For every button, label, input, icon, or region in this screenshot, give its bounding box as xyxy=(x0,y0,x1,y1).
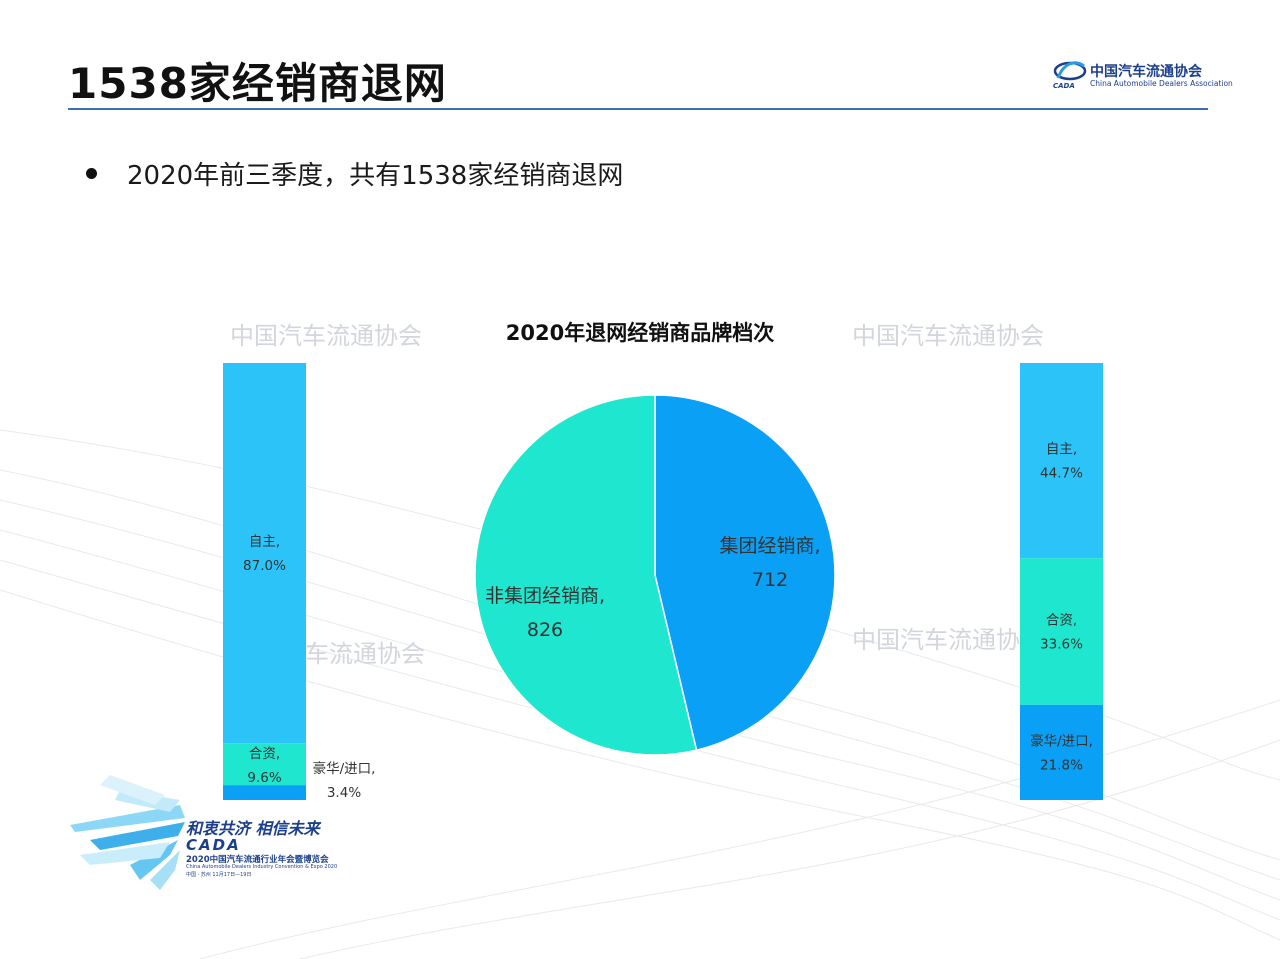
expo-event-name: 2020中国汽车流通行业年会暨博览会 xyxy=(186,855,329,865)
logo-chinese-name: 中国汽车流通协会 xyxy=(1090,64,1202,80)
bar-segment-value: 9.6% xyxy=(247,770,281,786)
pie-chart-title: 2020年退网经销商品牌档次 xyxy=(506,321,774,345)
bar-segment-value: 44.7% xyxy=(1040,466,1083,482)
bullet-point: 2020年前三季度，共有1538家经销商退网 xyxy=(86,155,623,192)
pie-slice-value: 712 xyxy=(752,569,788,591)
bar-segment-value: 3.4% xyxy=(327,785,361,801)
bar-segment-luxury-import[interactable] xyxy=(223,785,306,800)
bullet-dot-icon xyxy=(86,168,97,179)
bullet-text: 2020年前三季度，共有1538家经销商退网 xyxy=(127,161,624,191)
bar-segment-joint-venture[interactable] xyxy=(1020,558,1103,705)
expo-brand: CADA xyxy=(186,836,241,854)
expo-event-date: 中国 · 苏州 11月17日—19日 xyxy=(186,872,252,878)
bar-segment-label: 自主, xyxy=(249,534,280,550)
title-divider xyxy=(68,108,1208,110)
bar-segment-value: 33.6% xyxy=(1040,636,1083,652)
watermark-top-left: 中国汽车流通协会 xyxy=(230,322,422,350)
pie-chart: 集团经销商, 712 非集团经销商, 826 xyxy=(474,394,836,756)
bar-segment-value: 21.8% xyxy=(1040,757,1083,773)
logo-mark-text: CADA xyxy=(1053,82,1075,90)
bar-segment-label: 豪华/进口, xyxy=(1030,733,1093,749)
pie-slice-label: 非集团经销商, xyxy=(485,585,605,607)
bar-segment-label: 合资, xyxy=(1046,612,1077,628)
bar-segment-value: 87.0% xyxy=(243,558,286,574)
cada-logo: CADA 中国汽车流通协会 China Automobile Dealers A… xyxy=(1050,56,1233,92)
bar-segment-label: 自主, xyxy=(1046,442,1077,458)
bar-segment-domestic[interactable] xyxy=(223,363,306,744)
bar-segment-joint-venture[interactable] xyxy=(223,743,306,786)
stacked-bar-group: 自主, 44.7% 合资, 33.6% 豪华/进口, 21.8% xyxy=(1020,363,1103,800)
bar-segment-luxury-import[interactable] xyxy=(1020,704,1103,800)
logo-english-name: China Automobile Dealers Association xyxy=(1090,79,1233,88)
cada-logo-icon: CADA xyxy=(1053,61,1087,90)
watermark-top-right: 中国汽车流通协会 xyxy=(852,322,1044,350)
watermark-mid-left: 车流通协会 xyxy=(305,640,425,668)
page-title: 1538家经销商退网 xyxy=(68,59,447,108)
pie-slice-non-group[interactable] xyxy=(474,394,698,756)
bar-segment-label: 豪华/进口, xyxy=(313,761,376,777)
expo-logo-graphic xyxy=(70,775,185,890)
pie-slice-group[interactable] xyxy=(654,394,836,752)
pie-slice-value: 826 xyxy=(527,619,563,641)
pie-slice-label: 集团经销商, xyxy=(719,535,820,557)
stacked-bar-non-group: 自主, 87.0% 合资, 9.6% 豪华/进口, 3.4% xyxy=(223,363,375,801)
expo-event-english: China Automobile Dealers Industry Conven… xyxy=(186,864,338,870)
expo-slogan: 和衷共济 相信未来 xyxy=(186,819,320,838)
bar-segment-label: 合资, xyxy=(249,746,280,762)
watermark-mid-right: 中国汽车流通协 xyxy=(852,626,1020,654)
bar-segment-domestic[interactable] xyxy=(1020,363,1103,559)
